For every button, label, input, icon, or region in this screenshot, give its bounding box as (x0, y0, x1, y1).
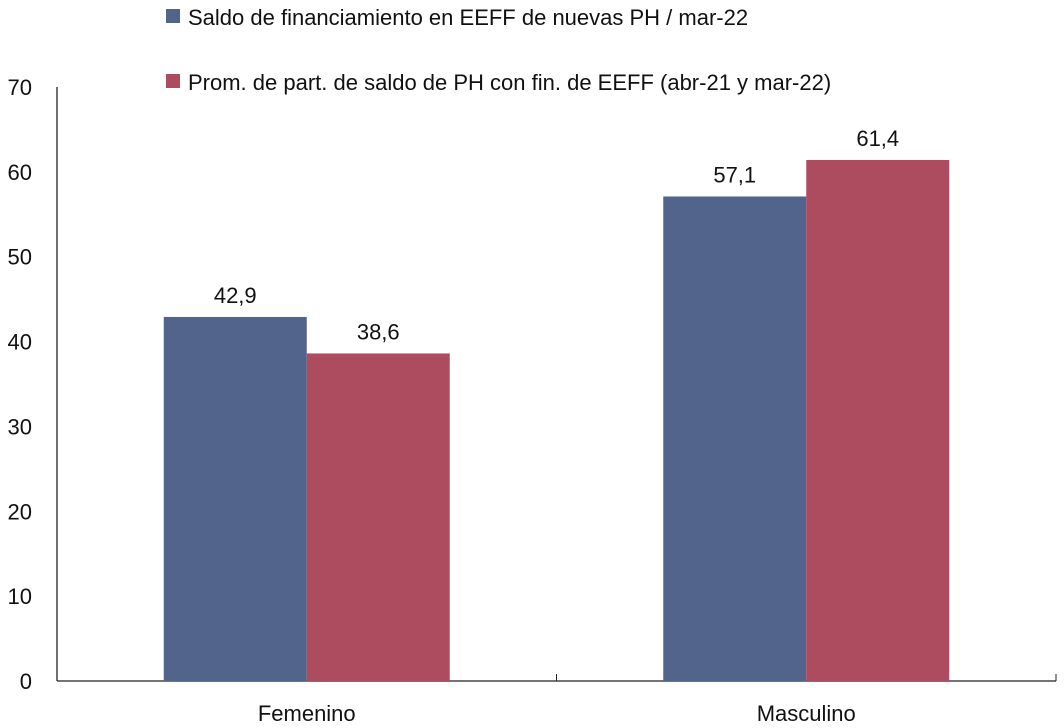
legend-label: Saldo de financiamiento en EEFF de nueva… (188, 5, 748, 30)
y-tick-label: 50 (8, 245, 32, 270)
y-tick-label: 0 (20, 669, 32, 694)
data-label: 61,4 (856, 126, 899, 151)
y-tick-label: 60 (8, 160, 32, 185)
x-tick-label: Masculino (757, 701, 856, 726)
legend-swatch (166, 9, 180, 23)
bar-masculino-series-2 (806, 159, 950, 681)
y-tick-label: 70 (8, 75, 32, 100)
y-tick-label: 30 (8, 414, 32, 439)
bar-femenino-series-1 (163, 316, 307, 681)
y-tick-label: 40 (8, 330, 32, 355)
data-label: 57,1 (713, 162, 756, 187)
x-tick-label: Femenino (258, 701, 356, 726)
data-label: 38,6 (357, 319, 400, 344)
legend-swatch (166, 74, 180, 88)
legend-label: Prom. de part. de saldo de PH con fin. d… (188, 70, 831, 95)
y-tick-label: 10 (8, 584, 32, 609)
data-label: 42,9 (214, 283, 257, 308)
y-tick-label: 20 (8, 499, 32, 524)
bar-femenino-series-2 (306, 353, 450, 681)
bar-masculino-series-1 (663, 196, 807, 682)
